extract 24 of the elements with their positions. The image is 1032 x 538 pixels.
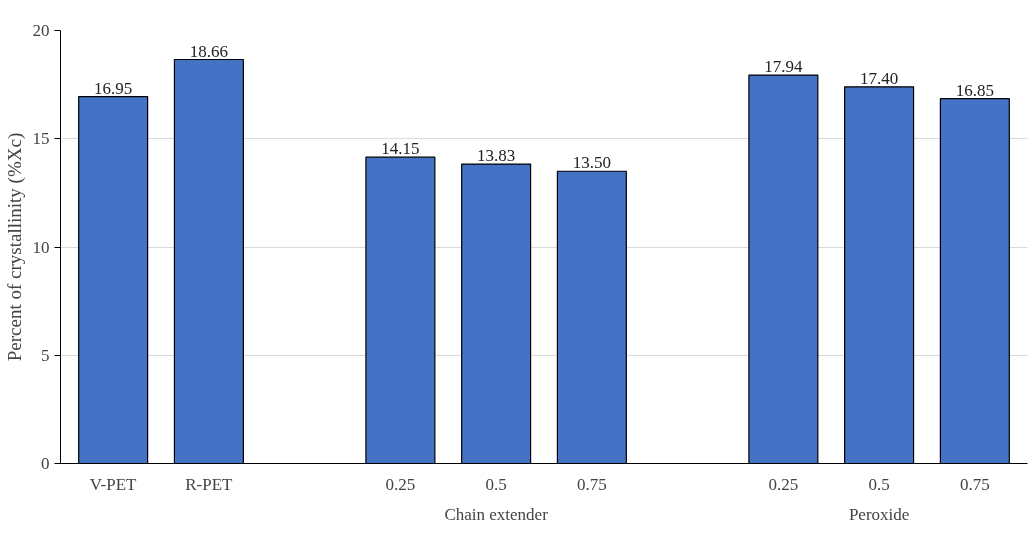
y-tick-label: 5	[41, 345, 50, 365]
data-label: 17.40	[859, 68, 899, 88]
data-label: 17.94	[764, 57, 803, 77]
data-label: 13.83	[477, 146, 516, 166]
data-label: 13.50	[572, 153, 611, 173]
data-label: 18.66	[189, 41, 229, 61]
x-tick-label: 0.5	[868, 474, 890, 494]
y-axis-title: Percent of crystallinity (%Xc)	[3, 132, 26, 362]
y-tick-label: 20	[32, 21, 50, 40]
x-tick-label: 0.5	[485, 474, 507, 494]
x-tick-label: V-PET	[89, 474, 138, 494]
x-tick-label: R-PET	[185, 474, 234, 494]
data-label: 16.85	[955, 80, 994, 100]
x-tick-label: 0.75	[959, 474, 990, 494]
y-tick-label: 0	[41, 454, 50, 473]
y-tick-label: 15	[32, 129, 50, 149]
x-tick-label: 0.75	[577, 474, 607, 494]
data-label: 16.95	[94, 78, 133, 98]
data-label: 14.15	[381, 139, 420, 159]
x-tick-label: 0.25	[768, 474, 799, 494]
text: Chain extender	[444, 504, 549, 524]
x-tick-label: 0.25	[385, 474, 416, 494]
y-tick-label: 10	[32, 237, 50, 257]
text: Peroxide	[848, 504, 910, 524]
